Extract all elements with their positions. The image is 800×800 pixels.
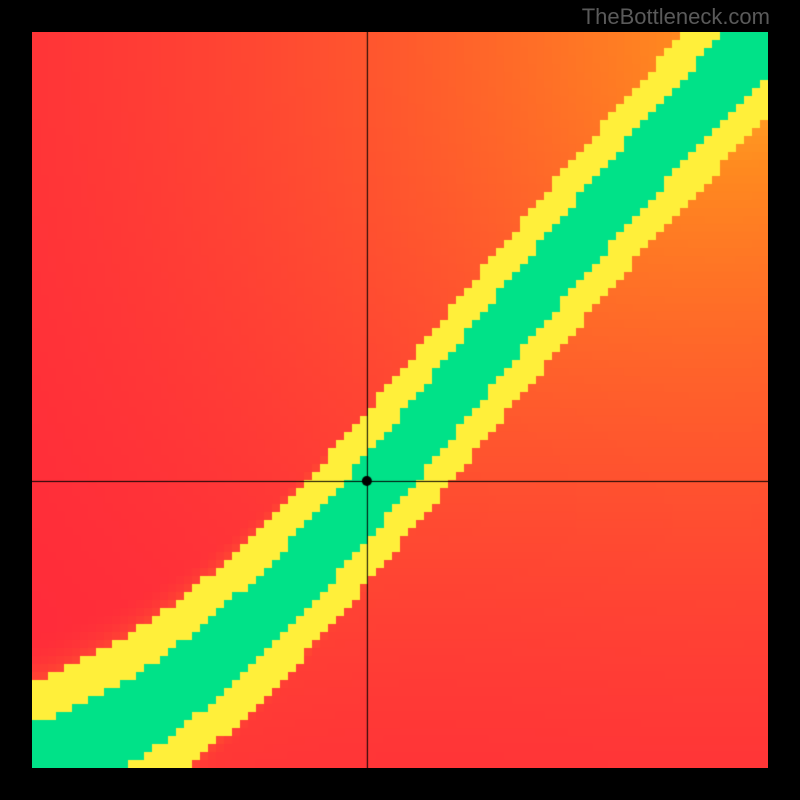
chart-container: TheBottleneck.com <box>0 0 800 800</box>
watermark-text: TheBottleneck.com <box>582 4 770 30</box>
heatmap-plot <box>32 32 768 768</box>
